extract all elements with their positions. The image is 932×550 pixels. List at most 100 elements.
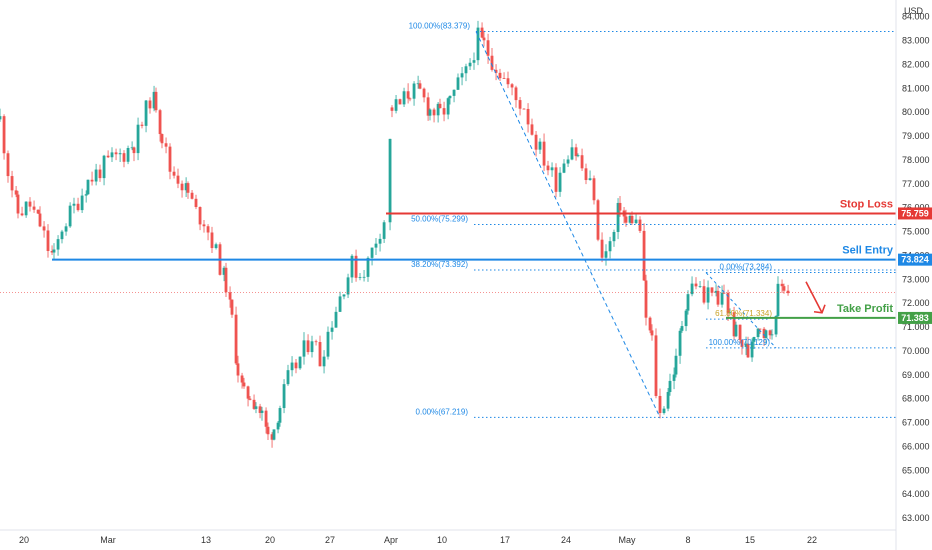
candle-body bbox=[588, 178, 592, 181]
candle-body bbox=[184, 183, 188, 191]
time-axis[interactable]: 20 Mar 13 20 27 Apr 10 17 24 May 8 15 22 bbox=[19, 535, 817, 545]
price-tick-label: 70.000 bbox=[902, 346, 930, 356]
fib-label: 38.20%(73.392) bbox=[411, 260, 468, 269]
candle-body bbox=[764, 330, 768, 339]
candle-body bbox=[266, 426, 270, 435]
candle-body bbox=[472, 60, 476, 63]
candle-body bbox=[480, 27, 484, 38]
candle-body bbox=[738, 324, 742, 340]
candle-body bbox=[464, 66, 468, 74]
candle-body bbox=[98, 169, 102, 179]
candle-body bbox=[716, 290, 720, 305]
candle-body bbox=[176, 175, 180, 184]
candle-body bbox=[518, 100, 522, 109]
candle-body bbox=[448, 95, 452, 99]
candle-body bbox=[68, 205, 72, 227]
candle-body bbox=[604, 251, 608, 258]
price-axis[interactable]: 84.000 83.000 82.000 81.000 80.000 79.000 78.0… bbox=[902, 12, 930, 523]
candle-body bbox=[758, 328, 762, 330]
candle-body bbox=[732, 312, 736, 337]
candle-body bbox=[50, 251, 54, 253]
candle-body bbox=[10, 176, 14, 191]
price-tick-label: 66.000 bbox=[902, 441, 930, 451]
price-tick-label: 81.000 bbox=[902, 83, 930, 93]
candle-body bbox=[334, 311, 338, 328]
candle-body bbox=[64, 226, 68, 232]
candle-body bbox=[490, 55, 494, 70]
candle-body bbox=[452, 89, 456, 96]
candle-body bbox=[774, 315, 778, 335]
price-tick-label: 68.000 bbox=[902, 394, 930, 404]
candle-body bbox=[342, 294, 346, 297]
candle-body bbox=[616, 202, 620, 232]
price-tick-label: 79.000 bbox=[902, 131, 930, 141]
candle-body bbox=[694, 283, 698, 287]
candle-body bbox=[648, 317, 652, 331]
candle-body bbox=[576, 155, 580, 157]
candle-body bbox=[416, 83, 420, 85]
price-tag-text: 75.759 bbox=[901, 208, 929, 218]
price-tick-label: 72.000 bbox=[902, 298, 930, 308]
candle-body bbox=[706, 287, 710, 303]
fib-label: 61.80%(71.334) bbox=[715, 309, 772, 318]
candle-body bbox=[534, 134, 538, 150]
price-tick-label: 65.000 bbox=[902, 465, 930, 475]
candle-body bbox=[740, 339, 744, 347]
candle-body bbox=[160, 134, 164, 144]
take-profit-label: Take Profit bbox=[837, 303, 893, 315]
candle-body bbox=[782, 286, 786, 291]
candle-body bbox=[278, 408, 282, 423]
candle-body bbox=[720, 292, 724, 305]
candle-body bbox=[634, 219, 638, 224]
candle-body bbox=[206, 226, 210, 233]
candle-body bbox=[190, 192, 194, 199]
candle-body bbox=[538, 141, 542, 150]
candle-body bbox=[354, 255, 358, 278]
candle-body bbox=[744, 343, 748, 347]
candle-body bbox=[14, 190, 18, 195]
candle-body bbox=[180, 183, 184, 191]
overlays-layer: 100.00%(83.379) 50.00%(75.299) 38.20%(73.3… bbox=[0, 22, 896, 418]
candle-body bbox=[406, 91, 410, 99]
candle-body bbox=[302, 340, 306, 357]
candle-body bbox=[644, 280, 648, 318]
stop-loss-label: Stop Loss bbox=[840, 198, 893, 210]
candle-body bbox=[550, 167, 554, 171]
candle-body bbox=[318, 342, 322, 367]
candle-body bbox=[662, 408, 666, 414]
price-tick-label: 69.000 bbox=[902, 370, 930, 380]
candle-body bbox=[228, 292, 232, 300]
candle-body bbox=[658, 395, 662, 414]
candle-body bbox=[158, 110, 162, 135]
price-tag bbox=[898, 207, 932, 220]
candle-body bbox=[542, 141, 546, 166]
candle-body bbox=[290, 362, 294, 371]
candle-body bbox=[202, 224, 206, 227]
candle-body bbox=[168, 146, 172, 172]
candle-body bbox=[514, 87, 518, 101]
candle-body bbox=[388, 138, 392, 223]
time-tick-label: 24 bbox=[561, 535, 571, 545]
candle-body bbox=[110, 152, 114, 158]
candle-body bbox=[338, 296, 342, 312]
candle-body bbox=[236, 363, 240, 376]
price-tick-label: 78.000 bbox=[902, 155, 930, 165]
candle-body bbox=[780, 283, 784, 287]
candle-body bbox=[422, 88, 426, 98]
candle-body bbox=[418, 83, 422, 89]
candle-body bbox=[468, 62, 472, 67]
candle-body bbox=[276, 422, 280, 430]
candle-body bbox=[394, 99, 398, 111]
candle-body bbox=[770, 334, 774, 336]
price-tick-label: 75.000 bbox=[902, 227, 930, 237]
candle-body bbox=[666, 392, 670, 409]
candle-body bbox=[24, 201, 28, 216]
candle-body bbox=[172, 171, 176, 176]
time-tick-label: May bbox=[618, 535, 636, 545]
candle-body bbox=[154, 91, 158, 111]
candle-body bbox=[2, 116, 6, 154]
candle-body bbox=[530, 124, 534, 135]
candle-body bbox=[746, 343, 750, 358]
time-tick-label: 15 bbox=[745, 535, 755, 545]
